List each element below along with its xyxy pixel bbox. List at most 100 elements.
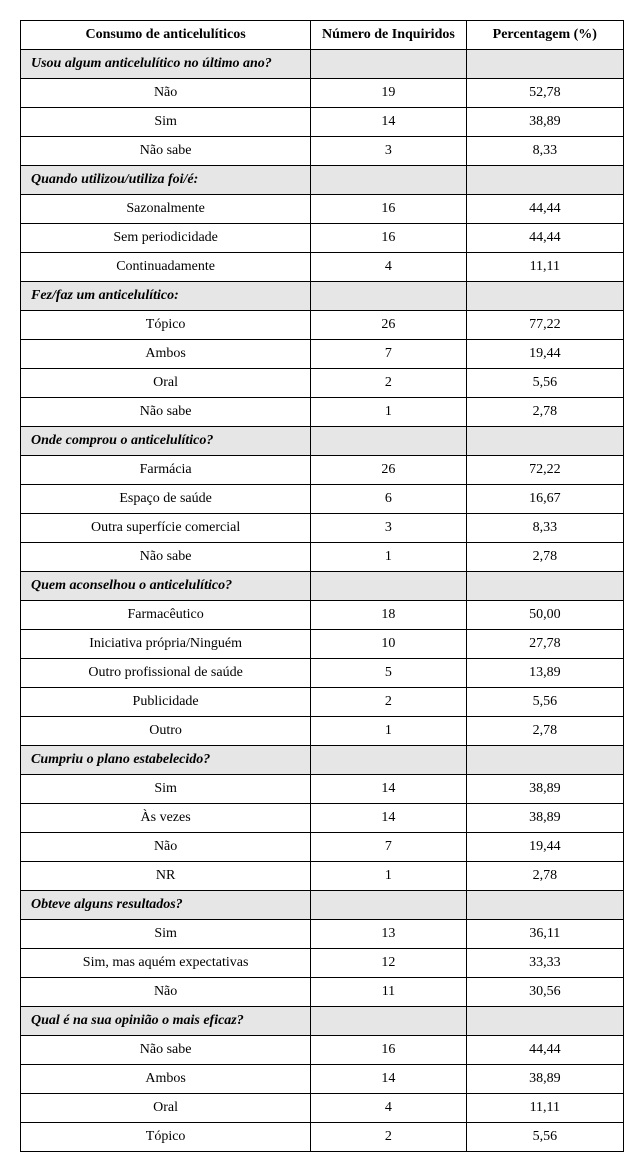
row-pct: 27,78 bbox=[466, 630, 623, 659]
anticellulite-table: Consumo de anticelulíticos Número de Inq… bbox=[20, 20, 624, 1152]
row-num: 19 bbox=[311, 79, 466, 108]
row-pct: 36,11 bbox=[466, 920, 623, 949]
section-empty-num bbox=[311, 1007, 466, 1036]
section-empty-pct bbox=[466, 891, 623, 920]
row-pct: 33,33 bbox=[466, 949, 623, 978]
row-label: Outro bbox=[21, 717, 311, 746]
row-label: Sem periodicidade bbox=[21, 224, 311, 253]
table-row: Quando utilizou/utiliza foi/é: bbox=[21, 166, 624, 195]
table-row: Fez/faz um anticelulítico: bbox=[21, 282, 624, 311]
table-row: Oral25,56 bbox=[21, 369, 624, 398]
row-num: 1 bbox=[311, 398, 466, 427]
row-num: 13 bbox=[311, 920, 466, 949]
table-row: Usou algum anticelulítico no último ano? bbox=[21, 50, 624, 79]
row-label: Não sabe bbox=[21, 1036, 311, 1065]
table-row: Às vezes1438,89 bbox=[21, 804, 624, 833]
row-pct: 38,89 bbox=[466, 775, 623, 804]
row-label: Espaço de saúde bbox=[21, 485, 311, 514]
table-row: Outro profissional de saúde513,89 bbox=[21, 659, 624, 688]
row-label: Não bbox=[21, 833, 311, 862]
table-row: Sem periodicidade1644,44 bbox=[21, 224, 624, 253]
row-num: 3 bbox=[311, 514, 466, 543]
row-num: 14 bbox=[311, 1065, 466, 1094]
section-label: Cumpriu o plano estabelecido? bbox=[21, 746, 311, 775]
section-empty-num bbox=[311, 50, 466, 79]
row-pct: 50,00 bbox=[466, 601, 623, 630]
table-row: Tópico25,56 bbox=[21, 1123, 624, 1152]
row-label: Não sabe bbox=[21, 543, 311, 572]
row-label: Não sabe bbox=[21, 398, 311, 427]
table-row: Oral411,11 bbox=[21, 1094, 624, 1123]
section-empty-pct bbox=[466, 1007, 623, 1036]
row-label: Farmácia bbox=[21, 456, 311, 485]
row-label: Continuadamente bbox=[21, 253, 311, 282]
row-label: Ambos bbox=[21, 340, 311, 369]
col-header-main: Consumo de anticelulíticos bbox=[21, 21, 311, 50]
row-num: 3 bbox=[311, 137, 466, 166]
table-row: Outro12,78 bbox=[21, 717, 624, 746]
section-label: Quando utilizou/utiliza foi/é: bbox=[21, 166, 311, 195]
table-row: Sim, mas aquém expectativas1233,33 bbox=[21, 949, 624, 978]
row-pct: 52,78 bbox=[466, 79, 623, 108]
row-num: 4 bbox=[311, 1094, 466, 1123]
section-label: Fez/faz um anticelulítico: bbox=[21, 282, 311, 311]
table-row: Não719,44 bbox=[21, 833, 624, 862]
row-num: 26 bbox=[311, 456, 466, 485]
section-label: Obteve alguns resultados? bbox=[21, 891, 311, 920]
row-num: 2 bbox=[311, 688, 466, 717]
row-num: 18 bbox=[311, 601, 466, 630]
row-label: Oral bbox=[21, 1094, 311, 1123]
table-row: Obteve alguns resultados? bbox=[21, 891, 624, 920]
row-num: 1 bbox=[311, 862, 466, 891]
row-label: Sim, mas aquém expectativas bbox=[21, 949, 311, 978]
table-row: Sim1336,11 bbox=[21, 920, 624, 949]
table-row: NR12,78 bbox=[21, 862, 624, 891]
row-label: Outra superfície comercial bbox=[21, 514, 311, 543]
row-label: Iniciativa própria/Ninguém bbox=[21, 630, 311, 659]
row-num: 14 bbox=[311, 775, 466, 804]
table-row: Quem aconselhou o anticelulítico? bbox=[21, 572, 624, 601]
row-num: 7 bbox=[311, 340, 466, 369]
row-pct: 44,44 bbox=[466, 195, 623, 224]
section-empty-num bbox=[311, 572, 466, 601]
row-label: Tópico bbox=[21, 1123, 311, 1152]
row-label: Não bbox=[21, 79, 311, 108]
table-row: Continuadamente411,11 bbox=[21, 253, 624, 282]
section-empty-pct bbox=[466, 282, 623, 311]
table-row: Outra superfície comercial38,33 bbox=[21, 514, 624, 543]
table-row: Não1130,56 bbox=[21, 978, 624, 1007]
row-pct: 16,67 bbox=[466, 485, 623, 514]
table-row: Tópico2677,22 bbox=[21, 311, 624, 340]
table-row: Não sabe1644,44 bbox=[21, 1036, 624, 1065]
row-num: 2 bbox=[311, 1123, 466, 1152]
row-pct: 11,11 bbox=[466, 253, 623, 282]
table-row: Farmácia2672,22 bbox=[21, 456, 624, 485]
table-row: Não sabe12,78 bbox=[21, 398, 624, 427]
section-label: Quem aconselhou o anticelulítico? bbox=[21, 572, 311, 601]
row-pct: 38,89 bbox=[466, 108, 623, 137]
row-label: Sim bbox=[21, 920, 311, 949]
section-empty-num bbox=[311, 891, 466, 920]
row-pct: 2,78 bbox=[466, 862, 623, 891]
table-row: Onde comprou o anticelulítico? bbox=[21, 427, 624, 456]
section-empty-pct bbox=[466, 50, 623, 79]
row-num: 12 bbox=[311, 949, 466, 978]
table-row: Espaço de saúde616,67 bbox=[21, 485, 624, 514]
table-body: Usou algum anticelulítico no último ano?… bbox=[21, 50, 624, 1152]
section-empty-num bbox=[311, 282, 466, 311]
row-num: 16 bbox=[311, 224, 466, 253]
table-row: Sim1438,89 bbox=[21, 108, 624, 137]
row-label: Farmacêutico bbox=[21, 601, 311, 630]
row-pct: 77,22 bbox=[466, 311, 623, 340]
table-row: Farmacêutico1850,00 bbox=[21, 601, 624, 630]
row-num: 5 bbox=[311, 659, 466, 688]
row-num: 16 bbox=[311, 195, 466, 224]
table-row: Qual é na sua opinião o mais eficaz? bbox=[21, 1007, 624, 1036]
row-pct: 2,78 bbox=[466, 543, 623, 572]
row-pct: 44,44 bbox=[466, 224, 623, 253]
col-header-num: Número de Inquiridos bbox=[311, 21, 466, 50]
row-label: Sazonalmente bbox=[21, 195, 311, 224]
row-pct: 38,89 bbox=[466, 804, 623, 833]
section-empty-num bbox=[311, 427, 466, 456]
row-num: 10 bbox=[311, 630, 466, 659]
